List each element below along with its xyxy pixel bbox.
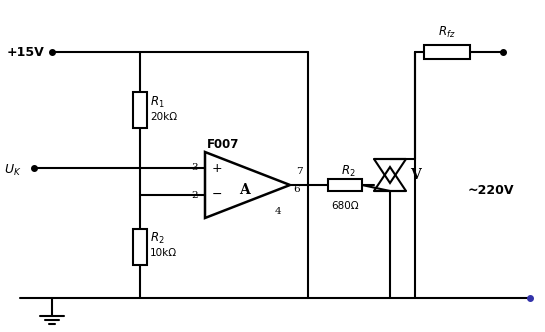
Text: $R_{fz}$: $R_{fz}$: [438, 25, 456, 40]
Text: 20kΩ: 20kΩ: [150, 112, 177, 122]
Text: 6: 6: [294, 186, 300, 195]
Text: +: +: [211, 162, 222, 176]
Text: $R_1$: $R_1$: [150, 94, 165, 110]
Bar: [424, 45, 470, 59]
Bar: [133, 92, 147, 128]
Text: 2: 2: [192, 191, 198, 200]
Text: 10kΩ: 10kΩ: [150, 248, 177, 259]
Text: −: −: [212, 188, 222, 201]
Text: $R_2$: $R_2$: [150, 231, 165, 246]
Text: 680Ω: 680Ω: [331, 201, 359, 211]
Bar: [133, 228, 147, 265]
Text: A: A: [239, 183, 250, 197]
Text: +15V: +15V: [7, 46, 45, 59]
Bar: [328, 179, 362, 191]
Text: 3: 3: [192, 163, 198, 173]
Text: 4: 4: [275, 208, 281, 216]
Text: 7: 7: [296, 167, 302, 176]
Text: $R_2$: $R_2$: [341, 163, 355, 179]
Text: F007: F007: [207, 137, 239, 150]
Text: V: V: [410, 168, 421, 182]
Text: $U_K$: $U_K$: [4, 162, 21, 178]
Text: ~220V: ~220V: [468, 184, 514, 197]
